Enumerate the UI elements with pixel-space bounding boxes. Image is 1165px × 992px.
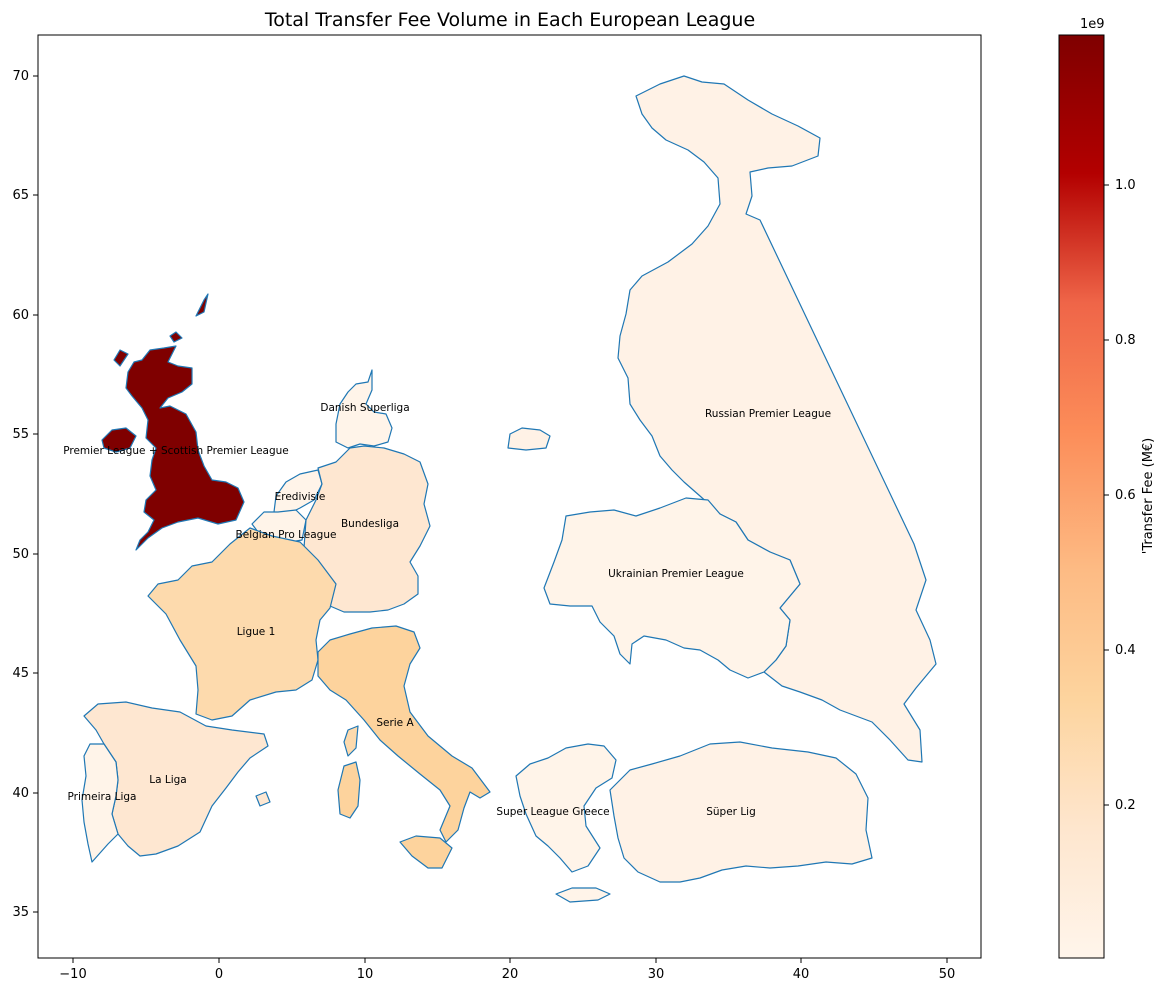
colorbar-offset-text: 1e9 xyxy=(1080,17,1105,32)
y-tick-label: 70 xyxy=(12,69,29,84)
cb-tick-label: 0.4 xyxy=(1115,643,1136,658)
x-tick-label: 0 xyxy=(215,967,223,982)
label-ukraine: Ukrainian Premier League xyxy=(608,568,744,580)
y-tick-label: 55 xyxy=(12,427,29,442)
region-corsica[interactable] xyxy=(343,725,359,757)
region-northern-ireland[interactable] xyxy=(101,427,137,453)
cb-tick-label: 1.0 xyxy=(1115,178,1136,193)
cb-tick-label: 0.2 xyxy=(1115,798,1136,813)
colorbar-ticks: 0.2 0.4 0.6 0.8 1.0 xyxy=(1104,178,1136,813)
region-uk[interactable] xyxy=(125,345,245,551)
cb-tick-label: 0.8 xyxy=(1115,333,1136,348)
region-crete[interactable] xyxy=(555,887,611,903)
label-italy: Serie A xyxy=(376,717,414,729)
x-tick-label: 20 xyxy=(502,967,519,982)
region-balearics[interactable] xyxy=(255,791,271,807)
x-tick-label: 10 xyxy=(357,967,374,982)
region-labels: Premier League + Scottish Premier League… xyxy=(63,402,831,818)
region-kaliningrad[interactable] xyxy=(507,427,551,451)
region-uk-islands[interactable] xyxy=(113,293,209,367)
y-axis: 35 40 45 50 55 60 65 70 xyxy=(12,69,38,920)
colorbar-gradient xyxy=(1058,34,1105,959)
region-italy[interactable] xyxy=(317,625,491,843)
y-tick-label: 65 xyxy=(12,188,29,203)
label-spain: La Liga xyxy=(149,774,187,786)
label-turkey: Süper Lig xyxy=(706,806,756,818)
region-france[interactable] xyxy=(147,527,337,721)
y-tick-label: 50 xyxy=(12,547,29,562)
label-belgium: Belgian Pro League xyxy=(236,529,337,541)
x-tick-label: −10 xyxy=(59,967,86,982)
label-greece: Super League Greece xyxy=(496,806,609,818)
label-portugal: Primeira Liga xyxy=(68,791,137,803)
region-ukraine[interactable] xyxy=(543,497,801,679)
region-portugal[interactable] xyxy=(81,743,119,863)
label-denmark: Danish Superliga xyxy=(320,402,409,414)
x-axis: −10 0 10 20 30 40 50 xyxy=(59,958,955,982)
label-france: Ligue 1 xyxy=(237,626,276,638)
region-denmark[interactable] xyxy=(335,369,393,449)
colorbar-label: 'Transfer Fee (M€) xyxy=(1141,438,1156,555)
label-netherlands: Eredivisie xyxy=(275,491,326,503)
x-tick-label: 40 xyxy=(793,967,810,982)
label-germany: Bundesliga xyxy=(341,518,399,530)
y-tick-label: 40 xyxy=(12,786,29,801)
map-regions xyxy=(81,75,937,903)
region-sicily[interactable] xyxy=(399,835,453,869)
region-turkey[interactable] xyxy=(609,741,873,883)
y-tick-label: 60 xyxy=(12,308,29,323)
colorbar: 1e9 0.2 0.4 0.6 0.8 1.0 'Transfer Fee (M… xyxy=(1058,17,1156,959)
cb-tick-label: 0.6 xyxy=(1115,488,1136,503)
label-uk: Premier League + Scottish Premier League xyxy=(63,445,289,457)
y-tick-label: 45 xyxy=(12,666,29,681)
x-tick-label: 50 xyxy=(939,967,956,982)
region-sardinia[interactable] xyxy=(337,761,361,819)
y-tick-label: 35 xyxy=(12,905,29,920)
chart-title: Total Transfer Fee Volume in Each Europe… xyxy=(264,9,755,31)
region-greece[interactable] xyxy=(515,743,617,873)
label-russia: Russian Premier League xyxy=(705,408,831,420)
x-tick-label: 30 xyxy=(648,967,665,982)
